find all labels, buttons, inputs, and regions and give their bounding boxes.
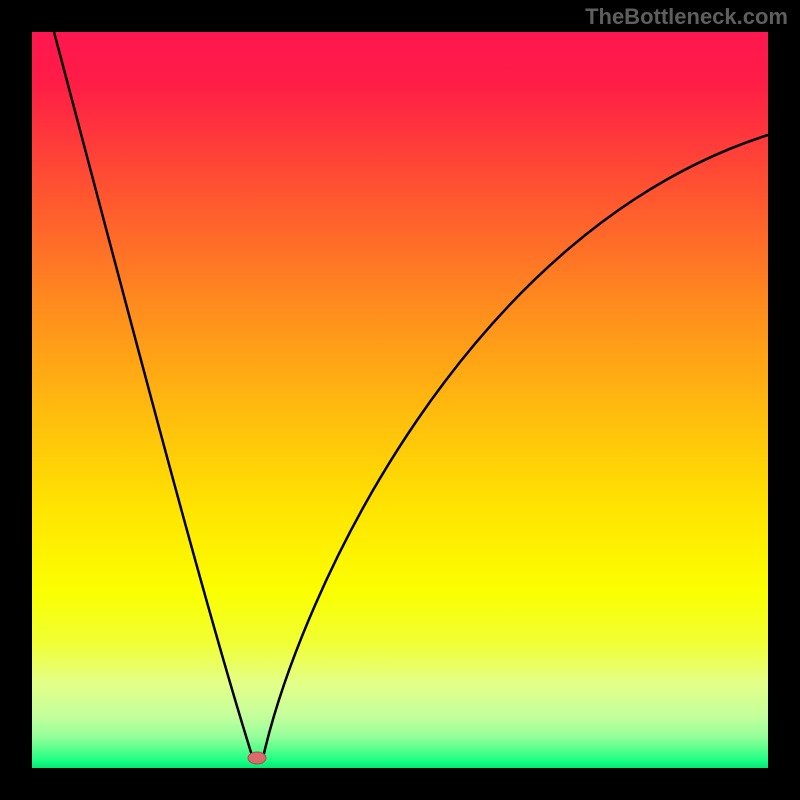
chart-container: TheBottleneck.com xyxy=(0,0,800,800)
gradient-rect xyxy=(32,32,768,768)
optimum-marker-ellipse xyxy=(248,752,266,764)
watermark-text: TheBottleneck.com xyxy=(585,4,788,30)
plot-gradient-area xyxy=(32,32,768,768)
optimum-marker xyxy=(242,748,272,768)
